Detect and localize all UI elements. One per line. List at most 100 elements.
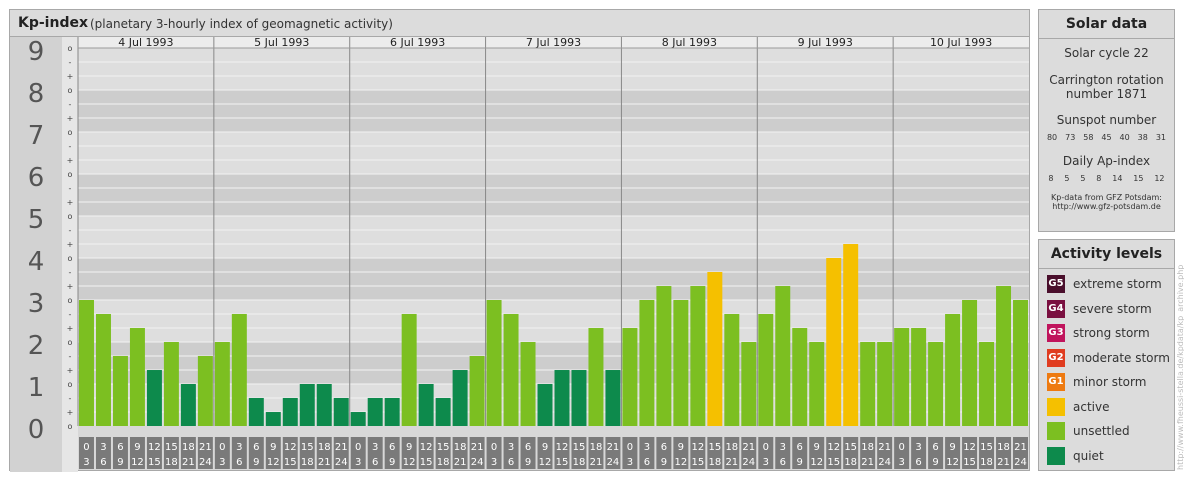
kp-bar <box>979 342 995 426</box>
hour-start-label: 3 <box>915 442 921 453</box>
day-header-bg <box>349 37 486 48</box>
hour-end-label: 3 <box>898 457 904 468</box>
legend-label: unsettled <box>1073 424 1130 438</box>
ap-value-1: 5 <box>1064 174 1070 183</box>
hour-end-label: 24 <box>1014 457 1027 468</box>
hour-label-bg <box>775 437 791 469</box>
hour-end-label: 15 <box>827 457 840 468</box>
y-minor-tick-label: o <box>68 422 73 431</box>
kp-bar <box>95 313 111 426</box>
day-label: 6 Jul 1993 <box>390 37 445 49</box>
hour-label-bg <box>146 437 162 469</box>
day-header-bg <box>757 37 894 48</box>
kp-bar <box>452 370 468 426</box>
unsettled-swatch <box>1047 422 1065 440</box>
hour-start-label: 18 <box>318 442 331 453</box>
hour-label-bg <box>214 437 230 469</box>
hour-label-bg <box>792 437 808 469</box>
sunspot-value-2: 58 <box>1083 133 1094 142</box>
kp-band-2 <box>78 300 1029 342</box>
kp-bar <box>843 244 859 426</box>
hour-label-bg <box>129 437 145 469</box>
kp-bar <box>1013 300 1028 426</box>
hour-label-bg <box>724 437 740 469</box>
kp-bar <box>214 342 230 426</box>
hour-start-label: 18 <box>997 442 1010 453</box>
y-tick-label: 7 <box>28 121 45 151</box>
hour-label-bg <box>282 437 298 469</box>
hour-start-label: 9 <box>814 442 820 453</box>
day-label: 7 Jul 1993 <box>526 37 581 49</box>
kp-bar <box>231 313 247 426</box>
hour-start-label: 21 <box>607 442 620 453</box>
kp-bar <box>792 328 808 426</box>
day-header-bg <box>78 37 214 48</box>
source-link[interactable]: http://www.gfz-potsdam.de <box>1052 202 1161 211</box>
hour-end-label: 9 <box>117 457 123 468</box>
hour-end-label: 15 <box>284 457 297 468</box>
hour-start-label: 9 <box>134 442 140 453</box>
kp-bar <box>894 328 910 426</box>
kp-bar <box>622 328 638 426</box>
kp-bar <box>384 397 400 426</box>
hour-start-label: 15 <box>301 442 314 453</box>
hour-end-label: 12 <box>674 457 687 468</box>
hour-start-label: 21 <box>471 442 484 453</box>
y-tick-label: 3 <box>28 289 45 319</box>
y-tick-label: 0 <box>28 415 45 445</box>
kp-bar <box>503 313 519 426</box>
kp-bar <box>248 397 264 426</box>
kp-bar <box>180 384 196 426</box>
hour-label-bg <box>826 437 842 469</box>
hour-label-bg <box>707 437 723 469</box>
hour-label-bg <box>469 437 485 469</box>
sunspot-value-5: 38 <box>1137 133 1148 142</box>
hour-end-label: 24 <box>742 457 755 468</box>
hour-end-label: 21 <box>997 457 1010 468</box>
y-tick-label: 4 <box>28 247 45 277</box>
kp-bar <box>588 328 604 426</box>
y-minor-tick-label: - <box>69 58 72 67</box>
hour-end-label: 18 <box>573 457 586 468</box>
hour-end-label: 15 <box>148 457 161 468</box>
chart-header: Kp-index (planetary 3-hourly index of ge… <box>10 10 1029 37</box>
hour-label-bg <box>537 437 553 469</box>
hour-label-bg <box>248 437 264 469</box>
kp-bar <box>877 342 893 426</box>
hour-end-label: 18 <box>301 457 314 468</box>
hour-end-label: 15 <box>963 457 976 468</box>
kp-band-4 <box>78 216 1029 258</box>
kp-bar <box>656 286 672 426</box>
hour-label-bg <box>996 437 1012 469</box>
hour-start-label: 6 <box>797 442 803 453</box>
hour-end-label: 18 <box>708 457 721 468</box>
hour-label-bg <box>945 437 961 469</box>
hour-label-bg <box>639 437 655 469</box>
hour-start-label: 6 <box>253 442 259 453</box>
activity-levels-panel: Activity levels G5 extreme storm G4 severe … <box>1038 239 1175 471</box>
hour-label-bg <box>741 437 757 469</box>
hour-end-label: 3 <box>355 457 361 468</box>
kp-band-5 <box>78 174 1029 216</box>
hour-label-bg <box>571 437 587 469</box>
g4-badge: G4 <box>1047 299 1065 318</box>
y-minor-tick-label: - <box>69 268 72 277</box>
hour-label-bg <box>265 437 281 469</box>
y-tick-label: 6 <box>28 163 45 193</box>
hour-start-label: 18 <box>725 442 738 453</box>
hour-end-label: 18 <box>165 457 178 468</box>
y-minor-tick-label: o <box>68 380 73 389</box>
hour-start-label: 18 <box>182 442 195 453</box>
active-swatch <box>1047 397 1065 416</box>
source-line1: Kp-data from GFZ Potsdam: <box>1051 193 1162 202</box>
day-label: 4 Jul 1993 <box>118 37 173 49</box>
kp-bar <box>537 384 553 426</box>
y-minor-tick-label: - <box>69 142 72 151</box>
day-header-bg <box>485 37 622 48</box>
kp-bar <box>486 300 502 426</box>
kp-bar <box>282 397 298 426</box>
ap-value-5: 15 <box>1133 174 1144 183</box>
hour-end-label: 24 <box>471 457 484 468</box>
hour-start-label: 6 <box>389 442 395 453</box>
legend-item-active: active <box>1047 397 1109 417</box>
